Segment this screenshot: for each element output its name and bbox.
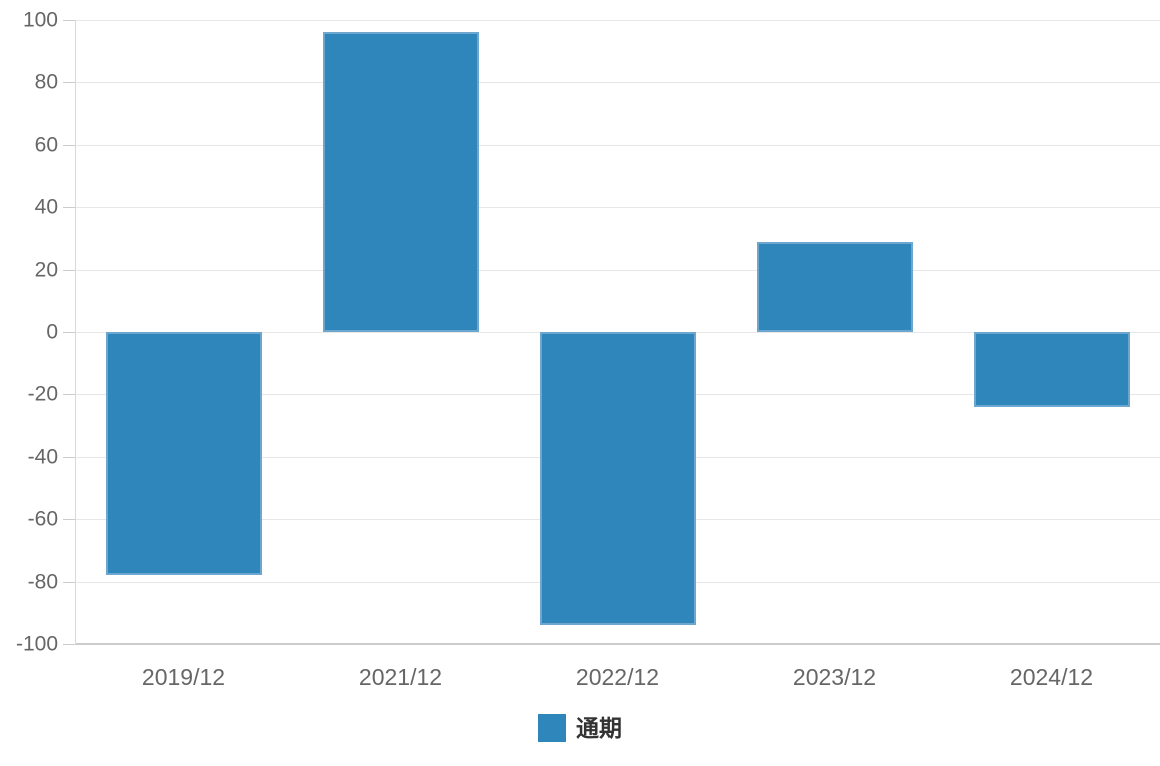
y-axis-label: 40	[34, 195, 58, 219]
x-axis-label: 2024/12	[1009, 664, 1094, 690]
y-axis-tick	[63, 269, 75, 271]
x-axis-label: 2021/12	[358, 664, 443, 690]
y-axis-label: -80	[27, 570, 58, 594]
y-axis-tick	[63, 644, 75, 645]
gridline	[75, 643, 1160, 645]
y-axis-label: 80	[34, 70, 58, 94]
gridline	[75, 269, 1160, 271]
y-axis-label: 60	[34, 133, 58, 157]
x-axis-label: 2022/12	[575, 664, 660, 690]
y-axis-tick	[63, 20, 75, 21]
bar-2021/12[interactable]	[322, 32, 479, 332]
legend-swatch-icon	[538, 714, 566, 742]
gridline	[75, 207, 1160, 209]
gridline	[75, 82, 1160, 84]
y-axis-tick	[63, 144, 75, 146]
bar-2019/12[interactable]	[105, 332, 262, 576]
y-axis-label: -60	[27, 507, 58, 531]
y-axis-label: 0	[46, 320, 58, 344]
gridline	[75, 144, 1160, 146]
y-axis-label: -20	[27, 382, 58, 406]
bar-2022/12[interactable]	[539, 332, 696, 626]
x-axis-label: 2019/12	[141, 664, 226, 690]
y-axis-tick	[63, 456, 75, 458]
bar-2024/12[interactable]	[973, 332, 1130, 407]
gridline	[75, 20, 1160, 21]
y-axis-line	[75, 20, 76, 645]
y-axis-tick	[63, 82, 75, 84]
y-axis-label: -100	[15, 632, 58, 656]
y-axis-label: 20	[34, 258, 58, 282]
y-axis-tick	[63, 394, 75, 396]
legend: 通期	[0, 714, 1160, 742]
y-axis-tick	[63, 207, 75, 209]
y-axis-tick	[63, 332, 75, 333]
y-axis-label: -40	[27, 445, 58, 469]
x-axis-label: 2023/12	[792, 664, 877, 690]
legend-label: 通期	[576, 714, 622, 741]
bar-2023/12[interactable]	[756, 241, 913, 332]
y-axis-tick	[63, 519, 75, 521]
y-axis-tick	[63, 581, 75, 583]
legend-item[interactable]: 通期	[538, 714, 622, 742]
y-axis-label: 100	[22, 8, 58, 32]
